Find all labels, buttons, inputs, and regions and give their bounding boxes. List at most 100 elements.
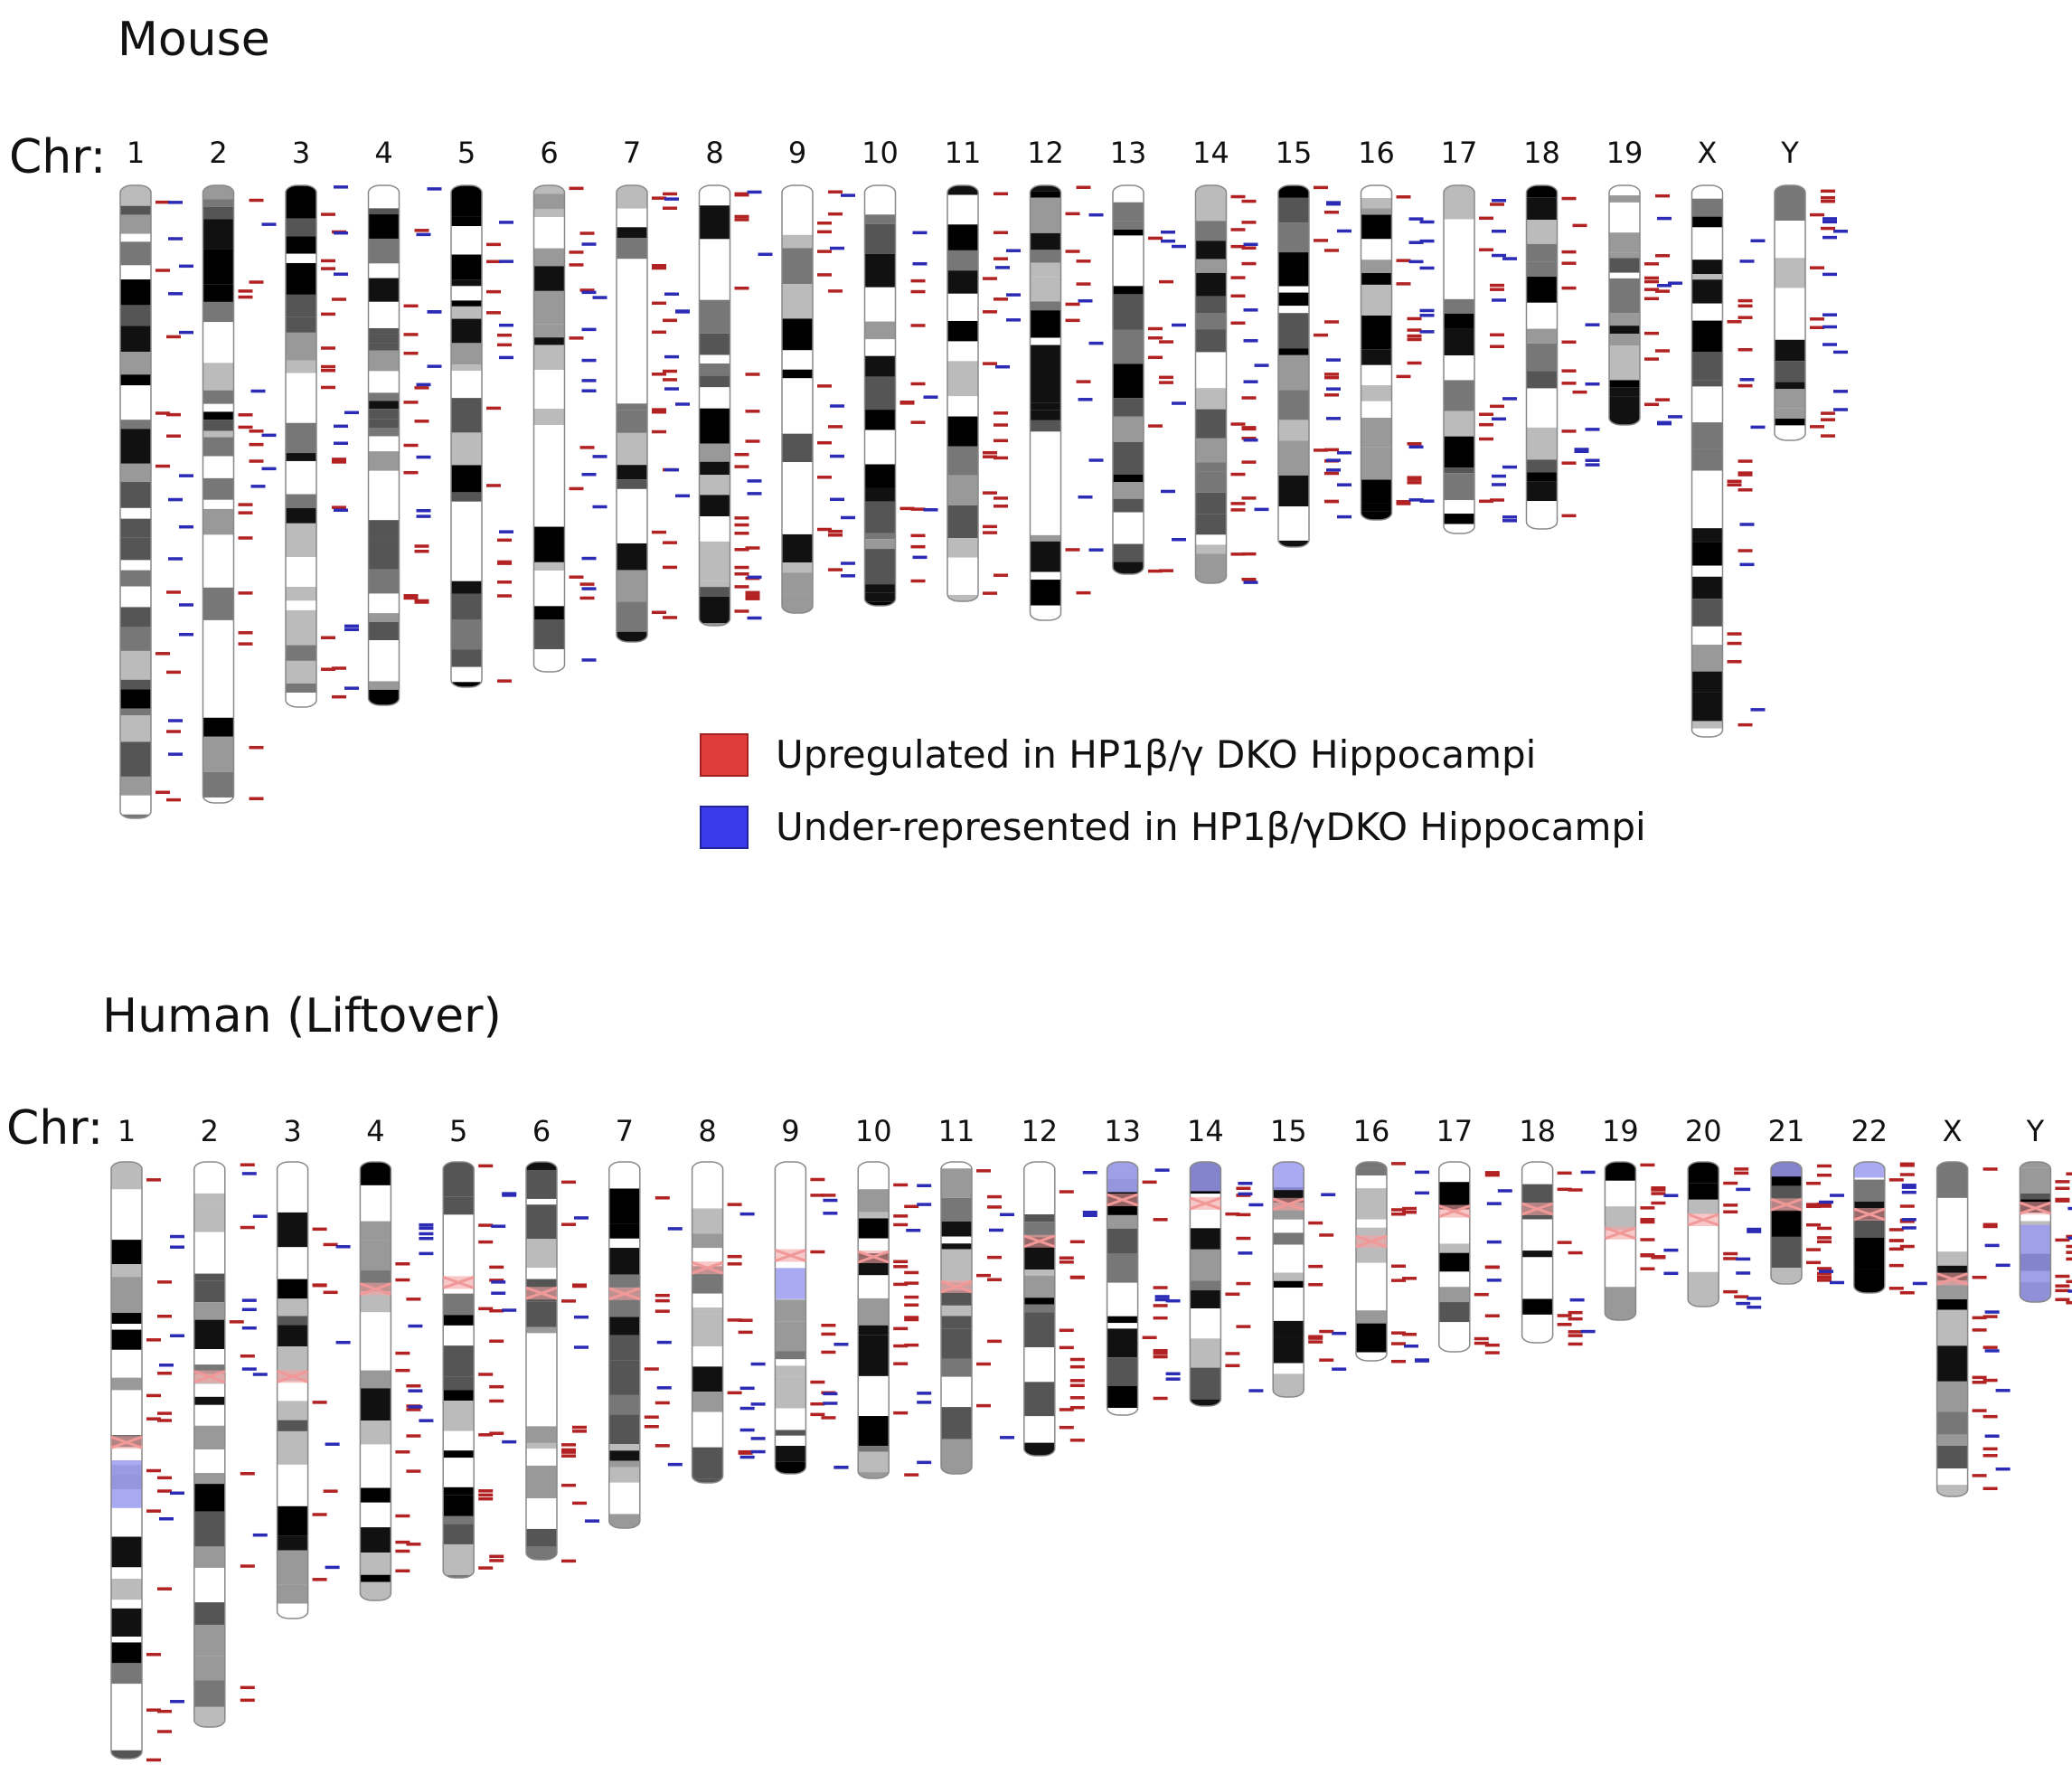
down-mark xyxy=(675,310,690,314)
down-mark xyxy=(1408,445,1424,449)
up-mark xyxy=(238,511,253,514)
up-mark xyxy=(983,277,997,280)
down-mark xyxy=(334,424,348,429)
down-mark xyxy=(1822,272,1837,277)
up-mark xyxy=(1810,212,1824,217)
up-mark xyxy=(478,1164,494,1168)
down-mark xyxy=(1574,449,1589,454)
down-mark xyxy=(1154,1295,1170,1298)
up-mark xyxy=(1899,1164,1915,1167)
up-mark xyxy=(321,368,335,373)
up-mark xyxy=(1479,412,1493,416)
up-mark xyxy=(1655,349,1670,353)
down-mark xyxy=(739,1455,755,1459)
up-mark xyxy=(663,541,677,544)
down-mark xyxy=(834,1466,849,1469)
down-mark xyxy=(664,387,679,391)
up-mark xyxy=(1490,283,1504,288)
up-mark xyxy=(321,667,335,671)
up-mark xyxy=(1806,1222,1821,1227)
up-mark xyxy=(395,1368,410,1373)
mouse-chr-label-17: 17 xyxy=(1440,136,1478,170)
up-mark xyxy=(1153,1316,1168,1320)
up-mark xyxy=(1972,1409,1987,1412)
up-mark xyxy=(1402,1206,1417,1211)
up-mark xyxy=(1655,193,1670,198)
down-mark xyxy=(1321,1193,1336,1196)
up-mark xyxy=(332,666,346,670)
up-mark xyxy=(1561,261,1577,265)
up-mark xyxy=(893,1326,909,1331)
down-mark xyxy=(1901,1184,1917,1187)
down-mark xyxy=(1833,408,1848,411)
up-mark xyxy=(899,506,915,511)
up-mark xyxy=(644,1425,659,1429)
up-mark xyxy=(1644,279,1659,284)
up-mark xyxy=(1324,373,1339,376)
up-mark xyxy=(332,297,346,301)
up-mark xyxy=(1076,380,1091,383)
down-mark xyxy=(241,1307,257,1312)
up-mark xyxy=(1153,1286,1168,1289)
up-mark xyxy=(249,429,264,433)
down-mark xyxy=(1668,281,1682,285)
up-mark xyxy=(1738,488,1753,492)
down-mark xyxy=(2067,1236,2072,1241)
up-mark xyxy=(1230,552,1246,556)
up-mark xyxy=(652,330,666,335)
down-mark xyxy=(1585,428,1600,431)
up-mark xyxy=(157,1372,172,1375)
up-mark xyxy=(1806,1260,1821,1265)
up-mark xyxy=(983,491,997,495)
down-mark xyxy=(1822,217,1837,221)
down-mark xyxy=(574,1315,589,1319)
up-mark xyxy=(1484,1265,1500,1269)
mouse-chromosome-10 xyxy=(863,184,938,607)
up-mark xyxy=(1738,471,1753,475)
up-mark xyxy=(1236,1236,1251,1241)
down-mark xyxy=(1000,1436,1014,1439)
up-mark xyxy=(249,442,264,447)
up-mark xyxy=(1817,1204,1832,1208)
down-mark xyxy=(344,628,359,632)
up-mark xyxy=(994,496,1008,500)
down-mark xyxy=(581,658,597,662)
human-chr-label-10: 10 xyxy=(854,1114,892,1148)
up-mark xyxy=(1983,1167,1998,1171)
up-mark xyxy=(893,1260,909,1264)
up-mark xyxy=(403,470,419,475)
down-mark xyxy=(1415,1170,1429,1175)
up-mark xyxy=(229,1320,244,1324)
down-mark xyxy=(1326,358,1341,362)
down-mark xyxy=(325,1442,340,1446)
human-chr-label-7: 7 xyxy=(615,1114,634,1148)
up-mark xyxy=(1069,1396,1085,1400)
down-mark xyxy=(1736,1301,1751,1306)
down-mark xyxy=(1492,253,1506,258)
up-mark xyxy=(155,652,170,656)
up-mark xyxy=(1821,434,1835,438)
down-mark xyxy=(1486,1202,1502,1205)
up-mark xyxy=(734,532,749,535)
down-mark xyxy=(427,364,442,368)
down-mark xyxy=(1238,1182,1253,1185)
down-mark xyxy=(592,505,607,509)
up-mark xyxy=(1314,448,1328,452)
down-mark xyxy=(170,1491,184,1496)
down-mark xyxy=(1739,378,1755,382)
down-mark xyxy=(1415,1359,1429,1363)
down-mark xyxy=(747,492,762,496)
down-mark xyxy=(1739,260,1755,263)
down-mark xyxy=(1657,421,1672,426)
mouse-chromosome-2 xyxy=(202,184,277,804)
up-mark xyxy=(321,312,335,316)
down-mark xyxy=(344,686,359,690)
up-mark xyxy=(166,335,181,339)
down-mark xyxy=(179,632,193,637)
up-mark xyxy=(994,231,1008,234)
down-mark xyxy=(1419,220,1435,224)
up-mark xyxy=(1888,1228,1904,1232)
human-panel-title: Human (Liftover) xyxy=(102,989,502,1043)
up-mark xyxy=(1407,328,1422,332)
up-mark xyxy=(1236,1325,1251,1328)
